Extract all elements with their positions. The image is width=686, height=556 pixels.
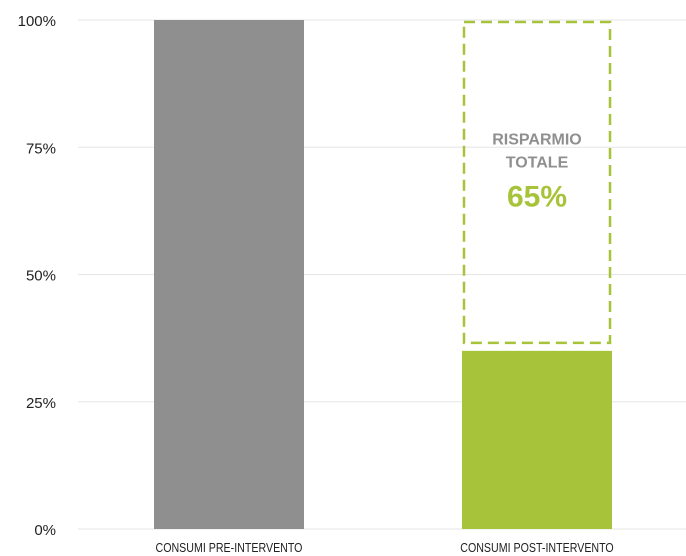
savings-box: [462, 20, 612, 345]
bar: [462, 350, 612, 529]
y-axis: 0% 25% 50% 75% 100%: [18, 13, 56, 539]
y-tick-label: 25%: [26, 395, 56, 412]
y-tick-label: 100%: [18, 13, 56, 30]
savings-label-line1: RISPARMIO: [492, 131, 581, 148]
x-axis: CONSUMI PRE-INTERVENTO CONSUMI POST-INTER…: [156, 540, 614, 555]
savings-label-line2: TOTALE: [506, 154, 569, 171]
annotation-layer: RISPARMIO TOTALE 65%: [462, 20, 612, 345]
y-tick-label: 0%: [34, 522, 56, 539]
y-tick-label: 75%: [26, 140, 56, 157]
x-tick-label: CONSUMI POST-INTERVENTO: [460, 540, 613, 555]
bars-layer: [154, 20, 612, 529]
savings-value: 65%: [507, 180, 567, 213]
bar: [154, 20, 304, 529]
x-tick-label: CONSUMI PRE-INTERVENTO: [156, 540, 303, 555]
y-tick-label: 50%: [26, 268, 56, 285]
